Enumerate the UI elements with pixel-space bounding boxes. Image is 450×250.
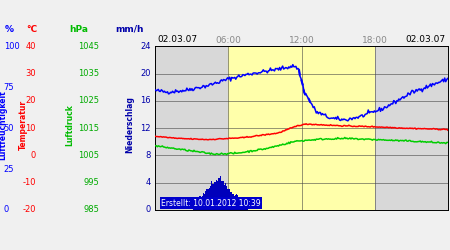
Text: 25: 25 bbox=[4, 164, 14, 173]
Bar bbox=[195, 205, 197, 210]
Bar bbox=[197, 201, 198, 210]
Bar bbox=[244, 209, 246, 210]
Bar bbox=[207, 190, 208, 210]
Bar bbox=[246, 208, 248, 210]
Text: 02.03.07: 02.03.07 bbox=[158, 35, 198, 44]
Bar bbox=[237, 195, 238, 210]
Text: °C: °C bbox=[26, 25, 37, 34]
Bar bbox=[226, 186, 227, 210]
Bar bbox=[234, 196, 235, 210]
Bar bbox=[238, 199, 239, 210]
Text: Temperatur: Temperatur bbox=[19, 100, 28, 150]
Bar bbox=[230, 192, 231, 210]
Bar bbox=[203, 194, 205, 210]
Bar bbox=[242, 205, 243, 210]
Text: Niederschlag: Niederschlag bbox=[125, 96, 134, 154]
Text: mm/h: mm/h bbox=[115, 25, 143, 34]
Text: 1045: 1045 bbox=[78, 42, 99, 51]
Bar bbox=[227, 188, 228, 210]
Bar bbox=[231, 192, 232, 210]
Text: %: % bbox=[4, 25, 13, 34]
Bar bbox=[228, 46, 374, 210]
Text: 20: 20 bbox=[26, 96, 36, 105]
Text: 75: 75 bbox=[4, 83, 14, 92]
Text: -10: -10 bbox=[22, 178, 36, 187]
Bar bbox=[215, 182, 216, 210]
Bar bbox=[236, 194, 238, 210]
Bar bbox=[223, 180, 224, 210]
Bar bbox=[244, 206, 246, 210]
Bar bbox=[221, 181, 222, 210]
Text: 0: 0 bbox=[145, 206, 151, 214]
Bar bbox=[229, 189, 230, 210]
Bar bbox=[194, 205, 196, 210]
Text: 995: 995 bbox=[83, 178, 99, 187]
Text: 100: 100 bbox=[4, 42, 19, 51]
Text: 20: 20 bbox=[140, 69, 151, 78]
Text: 30: 30 bbox=[25, 69, 36, 78]
Text: 1005: 1005 bbox=[78, 151, 99, 160]
Bar bbox=[201, 197, 202, 210]
Bar bbox=[202, 196, 203, 210]
Text: 1035: 1035 bbox=[78, 69, 99, 78]
Text: 4: 4 bbox=[145, 178, 151, 187]
Bar bbox=[212, 184, 213, 210]
Bar bbox=[213, 184, 214, 210]
Text: 10: 10 bbox=[26, 124, 36, 132]
Text: hPa: hPa bbox=[70, 25, 89, 34]
Text: 8: 8 bbox=[145, 151, 151, 160]
Bar bbox=[240, 201, 242, 210]
Bar bbox=[241, 204, 243, 210]
Bar bbox=[219, 178, 220, 210]
Bar bbox=[218, 178, 219, 210]
Text: 1025: 1025 bbox=[78, 96, 99, 105]
Bar bbox=[202, 194, 204, 210]
Bar bbox=[199, 196, 201, 210]
Bar bbox=[207, 189, 209, 210]
Text: 02.03.07: 02.03.07 bbox=[405, 35, 446, 44]
Text: 40: 40 bbox=[26, 42, 36, 51]
Bar bbox=[205, 190, 206, 210]
Text: 1015: 1015 bbox=[78, 124, 99, 132]
Text: 24: 24 bbox=[140, 42, 151, 51]
Bar bbox=[225, 183, 226, 210]
Bar bbox=[210, 186, 211, 210]
Bar bbox=[233, 194, 234, 210]
Bar bbox=[245, 209, 247, 210]
Bar bbox=[239, 201, 240, 210]
Text: 0: 0 bbox=[4, 206, 9, 214]
Bar bbox=[217, 181, 218, 210]
Bar bbox=[206, 189, 207, 210]
Text: Erstellt: 10.01.2012 10:39: Erstellt: 10.01.2012 10:39 bbox=[161, 198, 261, 207]
Text: Luftdruck: Luftdruck bbox=[65, 104, 74, 146]
Text: 0: 0 bbox=[31, 151, 36, 160]
Text: -20: -20 bbox=[22, 206, 36, 214]
Text: Luftfeuchtigkeit: Luftfeuchtigkeit bbox=[0, 90, 8, 160]
Bar bbox=[228, 189, 229, 210]
Bar bbox=[245, 206, 247, 210]
Bar bbox=[224, 185, 225, 210]
Bar bbox=[235, 195, 236, 210]
Text: 12: 12 bbox=[140, 124, 151, 132]
Bar bbox=[220, 176, 221, 210]
Bar bbox=[222, 182, 223, 210]
Bar bbox=[209, 188, 210, 210]
Bar bbox=[216, 180, 217, 210]
Text: 50: 50 bbox=[4, 124, 14, 132]
Bar bbox=[243, 206, 244, 210]
Bar bbox=[243, 209, 244, 210]
Bar bbox=[198, 200, 200, 210]
Text: 16: 16 bbox=[140, 96, 151, 105]
Bar bbox=[211, 181, 212, 210]
Bar bbox=[214, 182, 215, 210]
Text: 985: 985 bbox=[83, 206, 99, 214]
Bar bbox=[232, 194, 233, 210]
